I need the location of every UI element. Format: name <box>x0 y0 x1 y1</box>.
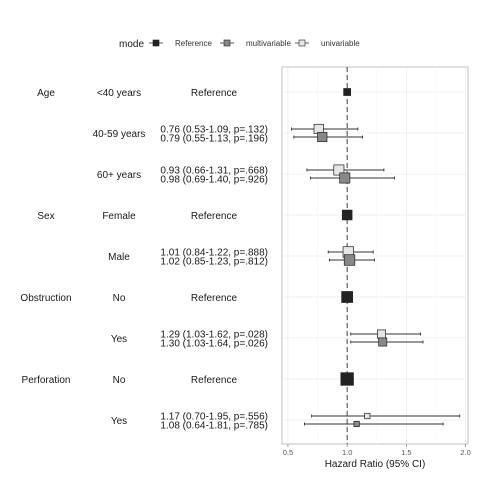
x-tick-label: 0.5 <box>283 448 293 457</box>
data-marks <box>291 88 461 428</box>
point-marker <box>343 88 352 96</box>
estimate-label: 1.30 (1.03-1.64, p=.026) <box>160 339 268 350</box>
estimate-label: 0.93 (0.66-1.31, p=.668) <box>160 166 268 177</box>
reference-label: Reference <box>191 293 238 304</box>
level-label: No <box>113 293 126 304</box>
estimate-label: 1.29 (1.03-1.62, p=.028) <box>160 330 268 341</box>
x-axis: Hazard Ratio (95% CI) 0.5 1.0 1.5 2.0 <box>283 444 471 470</box>
level-label: 40-59 years <box>93 129 146 140</box>
estimate-label: 1.01 (0.84-1.22, p=.888) <box>160 248 268 259</box>
estimate-label: 0.98 (0.69-1.40, p=.926) <box>160 175 268 186</box>
estimate-label: 1.08 (0.64-1.81, p=.785) <box>160 421 268 432</box>
x-tick-label: 2.0 <box>460 448 470 457</box>
reference-label: Reference <box>191 375 238 386</box>
point-marker <box>378 337 388 347</box>
point-univariable <box>306 164 385 176</box>
point-reference <box>341 209 353 221</box>
estimate-label: 1.02 (0.85-1.23, p=.812) <box>160 257 268 268</box>
variable-label: Obstruction <box>20 293 71 304</box>
legend: mode Reference multivariable univariable <box>119 39 360 50</box>
point-marker <box>353 420 360 428</box>
legend-entry-reference: Reference <box>149 39 212 48</box>
level-label: Female <box>102 211 136 222</box>
point-multivariable <box>309 172 395 184</box>
row-labels: Age <40 years Reference 40-59 years 0.76 (0.… <box>20 88 268 432</box>
point-reference <box>343 88 352 96</box>
variable-label: Perforation <box>22 375 71 386</box>
point-multivariable <box>328 254 375 266</box>
point-marker <box>364 412 371 420</box>
legend-key-swatch <box>298 39 306 47</box>
level-label: Yes <box>111 334 127 345</box>
legend-entry-multivariable: multivariable <box>220 39 291 48</box>
variable-label: Age <box>37 88 55 99</box>
panel-border <box>281 66 469 445</box>
estimate-label: 0.76 (0.53-1.09, p=.132) <box>160 125 268 136</box>
point-univariable <box>311 412 461 420</box>
level-label: 60+ years <box>97 170 141 181</box>
estimate-label: 1.17 (0.70-1.95, p=.556) <box>160 412 268 423</box>
legend-label: Reference <box>175 39 212 48</box>
level-label: No <box>113 375 126 386</box>
level-label: Male <box>108 252 130 263</box>
reference-label: Reference <box>191 211 238 222</box>
point-marker <box>333 164 345 176</box>
point-reference <box>341 291 354 303</box>
legend-key-swatch <box>223 39 231 47</box>
point-marker <box>340 372 354 386</box>
estimate-label: 0.79 (0.55-1.13, p=.196) <box>160 134 268 145</box>
x-tick-label: 1.5 <box>401 448 411 457</box>
reference-label: Reference <box>191 88 238 99</box>
point-multivariable <box>293 131 364 143</box>
legend-label: multivariable <box>246 39 291 48</box>
point-marker <box>377 329 386 339</box>
point-marker <box>341 209 353 221</box>
plot-panel <box>281 66 469 445</box>
point-multivariable <box>350 337 424 347</box>
point-marker <box>339 172 351 184</box>
point-marker <box>341 291 354 303</box>
x-axis-label: Hazard Ratio (95% CI) <box>325 459 426 470</box>
point-multivariable <box>304 420 444 428</box>
point-reference <box>340 372 354 386</box>
level-label: <40 years <box>97 88 141 99</box>
legend-label: univariable <box>321 39 360 48</box>
legend-title: mode <box>119 39 144 50</box>
legend-key-swatch <box>152 39 160 47</box>
legend-entry-univariable: univariable <box>295 39 360 48</box>
level-label: Yes <box>111 416 127 427</box>
variable-label: Sex <box>37 211 54 222</box>
x-tick-label: 1.0 <box>342 448 352 457</box>
point-marker <box>343 254 356 266</box>
point-marker <box>317 131 328 143</box>
